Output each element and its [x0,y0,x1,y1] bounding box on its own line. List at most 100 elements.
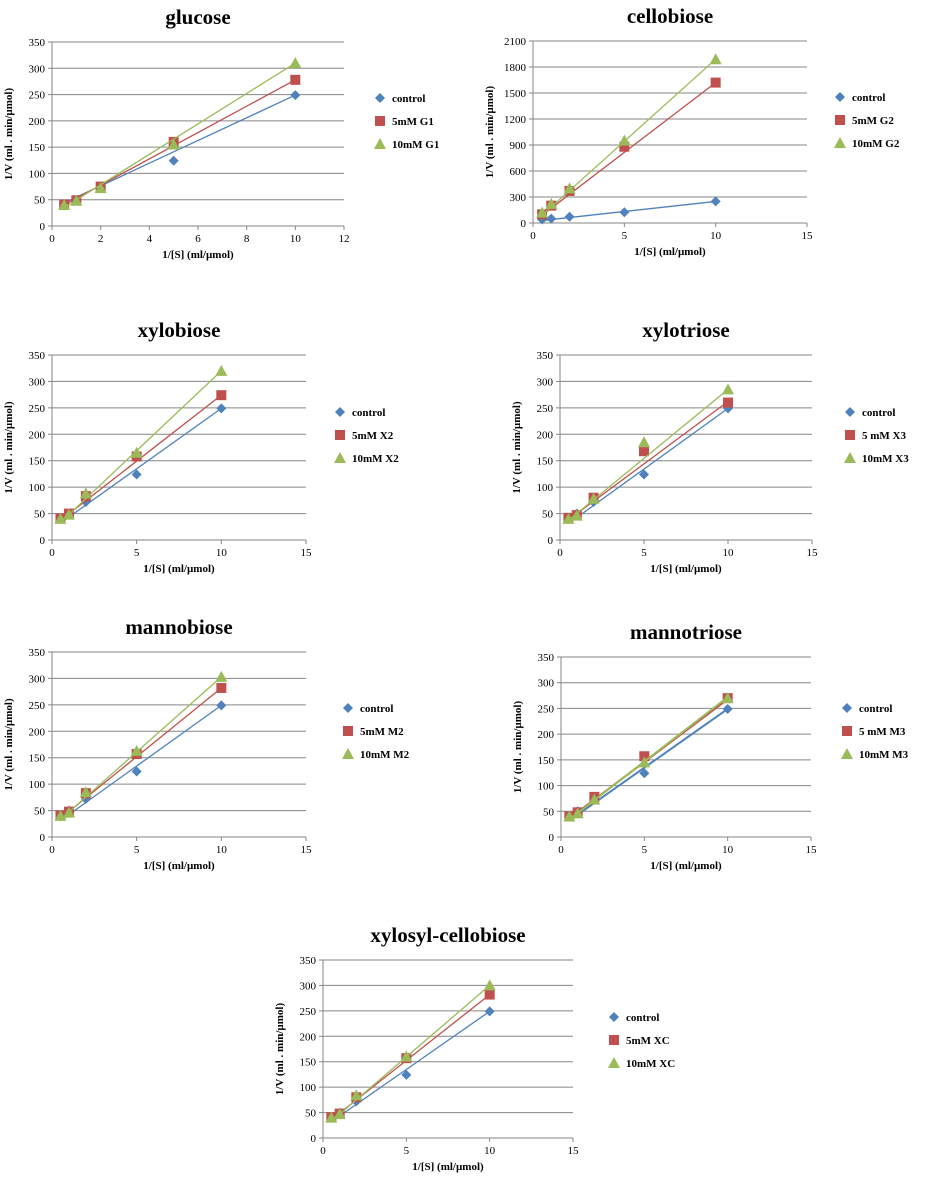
legend-square-icon [835,115,845,125]
chart-mannotriose: mannotriose 0 50 100 150 200 250 300 350 0 5 10 15 1/… [512,620,909,872]
y-tick-label: 0 [40,832,46,844]
y-tick-label: 0 [40,535,46,547]
x-tick-label: 2 [98,233,104,245]
x-tick-label: 10 [216,547,228,559]
data-point [62,508,75,520]
data-point [54,512,67,524]
legend-label: 10mM G2 [852,138,900,150]
series-1 [55,682,227,821]
y-tick-label: 900 [510,140,527,152]
series-0 [537,196,721,225]
data-point [131,469,142,480]
x-tick-label: 0 [530,230,536,242]
data-point [638,436,650,448]
data-point [639,751,650,762]
y-tick-label: 350 [29,37,46,49]
x-tick-label: 15 [568,1145,580,1157]
y-tick-label: 50 [34,195,46,207]
series-2 [562,383,734,524]
y-tick-label: 0 [311,1133,317,1145]
x-axis-label: 1/[S] (ml/µmol) [162,249,234,261]
chart-title: xylotriose [642,318,729,342]
legend-label: 10mM XC [626,1058,675,1070]
legend-triangle-icon [608,1057,620,1068]
legend-label: 5mM G1 [392,116,434,128]
data-point [484,989,495,1000]
data-point [571,807,584,819]
trend-line [60,704,222,822]
x-tick-label: 5 [642,844,648,856]
legend-diamond-icon [375,93,385,103]
x-tick-label: 15 [806,844,818,856]
trend-line [330,984,491,1122]
chart-glucose: glucose 0 50 100 150 200 250 300 350 0 2 4 6 8 10 12 1/[… [3,5,439,261]
data-point [400,1050,413,1062]
y-tick-label: 300 [510,192,527,204]
y-tick-label: 300 [538,678,555,690]
chart-mannobiose: mannobiose 0 50 100 150 200 250 300 350 0 5 10 15 1/[… [3,615,410,872]
legend-diamond-icon [842,703,852,713]
y-tick-label: 100 [300,1082,317,1094]
legend-label: 10mM X2 [352,453,399,465]
data-point [168,155,179,166]
legend-square-icon [375,116,385,126]
data-point [587,492,600,504]
x-tick-label: 15 [301,844,313,856]
data-point [333,1108,346,1120]
legend-label: 10mM M2 [360,749,410,761]
data-point [131,766,142,777]
data-point [564,211,575,222]
legend-triangle-icon [334,452,346,463]
data-point [639,768,650,779]
y-tick-label: 200 [29,429,46,441]
chart-xylobiose: xylobiose 0 50 100 150 200 250 300 350 0 5 10 15 1/[S… [3,318,399,575]
y-tick-label: 150 [29,142,46,154]
data-point [484,1006,495,1017]
legend: control 5mM G1 10mM G1 [374,93,439,151]
y-tick-label: 150 [538,755,555,767]
y-tick-label: 200 [29,116,46,128]
data-point [618,134,631,146]
x-axis-label: 1/[S] (ml/µmol) [412,1161,484,1173]
x-tick-label: 5 [622,230,628,242]
y-axis-label: 1/V (ml . min/µmol) [512,701,524,794]
legend-triangle-icon [342,748,354,759]
data-point [79,487,92,499]
x-tick-label: 8 [244,233,250,245]
data-point [62,806,75,818]
legend-label: 5 mM X3 [862,430,906,442]
y-tick-label: 200 [537,429,554,441]
y-tick-label: 1800 [504,62,527,74]
trend-line [60,407,222,524]
legend-square-icon [343,726,353,736]
legend-diamond-icon [845,407,855,417]
x-tick-label: 0 [49,233,55,245]
legend-label: 5mM G2 [852,115,894,127]
y-axis-label: 1/V (ml . min/µmol) [274,1003,286,1096]
series-2 [54,670,228,821]
data-point [325,1111,338,1123]
y-tick-label: 50 [34,509,46,521]
legend-square-icon [335,430,345,440]
data-point [70,194,83,206]
data-point [58,198,71,210]
y-tick-label: 250 [300,1006,317,1018]
legend-label: control [626,1012,659,1024]
y-tick-label: 0 [521,218,527,230]
legend: control 5mM X2 10mM X2 [334,407,399,465]
legend-square-icon [609,1035,619,1045]
legend-diamond-icon [835,92,845,102]
data-point [722,703,733,714]
y-tick-label: 350 [29,647,46,659]
legend-label: control [360,703,393,715]
y-tick-label: 250 [29,403,46,415]
legend-diamond-icon [335,407,345,417]
data-point [721,692,734,704]
y-tick-label: 100 [538,781,555,793]
x-tick-label: 0 [320,1145,326,1157]
y-tick-label: 1200 [504,114,527,126]
series-0 [55,700,227,822]
data-point [536,206,549,218]
y-tick-label: 0 [40,221,46,233]
x-tick-label: 10 [710,230,722,242]
